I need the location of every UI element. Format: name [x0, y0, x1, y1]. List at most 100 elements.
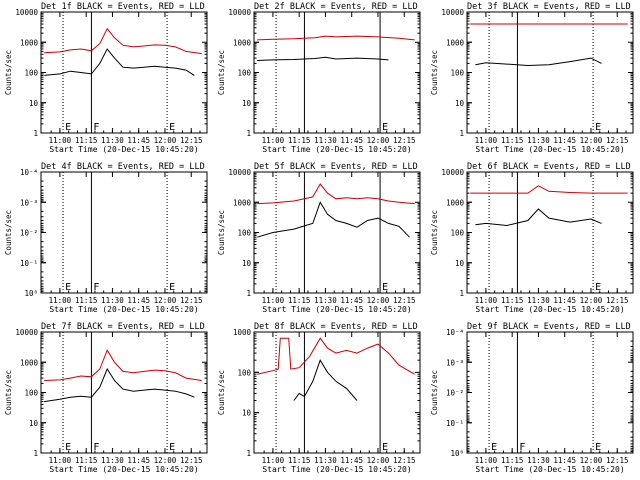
- plot-title: Det 6f BLACK = Events, RED = LLD: [467, 162, 631, 172]
- y-tick-label: 1: [459, 289, 464, 298]
- x-tick-label: 12:15: [393, 136, 416, 145]
- plot-det3: Det 3f BLACK = Events, RED = LLD 1 10 100 10…: [430, 2, 634, 154]
- plot-title: Det 7f BLACK = Events, RED = LLD: [41, 322, 205, 332]
- x-axis-label: Start Time (20-Dec-15 10:45:20): [475, 145, 624, 154]
- y-tick-label: 100: [237, 229, 251, 238]
- y-tick-label: 100: [24, 389, 38, 398]
- y-tick-label: 10: [242, 259, 252, 268]
- y-tick-label: 1000: [20, 358, 39, 367]
- x-tick-label: 11:15: [75, 456, 98, 465]
- y-tick-label: 10000: [15, 8, 38, 17]
- y-tick-label: 10: [455, 99, 465, 108]
- y-tick-label: 10⁻¹: [446, 419, 464, 428]
- y-tick-label: 10⁰: [24, 289, 38, 298]
- time-marker-label: E: [169, 282, 175, 293]
- y-axis-label: Counts/sec: [217, 210, 226, 255]
- x-tick-label: 12:00: [154, 296, 177, 305]
- series-lld: [257, 183, 415, 205]
- x-tick-label: 11:00: [262, 456, 285, 465]
- plot-frame: [253, 171, 421, 294]
- y-axis-label: Counts/sec: [430, 210, 439, 255]
- x-tick-label: 11:30: [101, 456, 124, 465]
- plot-det7: Det 7f BLACK = Events, RED = LLD 1 10 100 10…: [4, 322, 208, 474]
- y-tick-label: 100: [24, 69, 38, 78]
- y-axis-label: Counts/sec: [430, 370, 439, 415]
- time-marker-label: E: [65, 122, 71, 133]
- y-tick-label: 1: [246, 129, 251, 138]
- y-tick-label: 10⁻¹: [20, 259, 38, 268]
- time-marker-label: E: [169, 122, 175, 133]
- series-events: [257, 201, 410, 238]
- x-tick-label: 12:00: [367, 456, 390, 465]
- x-tick-label: 11:15: [288, 456, 311, 465]
- y-tick-label: 10000: [441, 168, 464, 177]
- plot-frame: [466, 11, 634, 134]
- x-tick-label: 11:00: [262, 136, 285, 145]
- x-tick-label: 11:15: [501, 136, 524, 145]
- y-tick-label: 100: [237, 368, 251, 377]
- y-tick-label: 10000: [441, 8, 464, 17]
- x-axis-label: Start Time (20-Dec-15 10:45:20): [49, 305, 198, 314]
- y-axis-label: Counts/sec: [430, 50, 439, 95]
- x-tick-label: 11:45: [553, 136, 576, 145]
- x-tick-label: 11:15: [288, 136, 311, 145]
- y-tick-label: 10⁻²: [446, 389, 464, 398]
- plot-det4: Det 4f BLACK = Events, RED = LLD 10⁰ 10⁻¹ 1…: [4, 162, 208, 314]
- time-marker-label: F: [93, 282, 99, 293]
- x-axis-label: Start Time (20-Dec-15 10:45:20): [475, 465, 624, 474]
- x-tick-label: 12:00: [580, 456, 603, 465]
- x-tick-label: 11:00: [475, 456, 498, 465]
- time-marker-label: E: [595, 282, 601, 293]
- x-tick-label: 12:15: [606, 296, 629, 305]
- series-events: [44, 367, 195, 403]
- x-tick-label: 12:00: [367, 296, 390, 305]
- series-events: [44, 48, 195, 76]
- y-tick-label: 10: [242, 99, 252, 108]
- y-tick-label: 100: [450, 229, 464, 238]
- x-tick-label: 12:00: [154, 456, 177, 465]
- plot-frame: [466, 331, 634, 454]
- y-tick-label: 10: [242, 409, 252, 418]
- y-tick-label: 10000: [15, 328, 38, 337]
- x-tick-label: 11:45: [127, 136, 150, 145]
- x-tick-label: 11:00: [262, 296, 285, 305]
- y-tick-label: 1000: [446, 198, 465, 207]
- x-axis-label: Start Time (20-Dec-15 10:45:20): [475, 305, 624, 314]
- y-tick-label: 10⁰: [450, 449, 464, 458]
- x-tick-label: 11:45: [340, 296, 363, 305]
- y-tick-label: 10⁻⁴: [446, 328, 464, 337]
- y-axis-label: Counts/sec: [217, 370, 226, 415]
- plot-title: Det 3f BLACK = Events, RED = LLD: [467, 2, 631, 12]
- x-tick-label: 12:15: [180, 136, 203, 145]
- x-tick-label: 11:45: [553, 456, 576, 465]
- series-events: [475, 57, 602, 67]
- plot-title: Det 1f BLACK = Events, RED = LLD: [41, 2, 205, 12]
- plot-frame: [40, 171, 208, 294]
- y-tick-label: 10000: [228, 168, 251, 177]
- x-tick-label: 12:00: [367, 136, 390, 145]
- x-tick-label: 12:15: [180, 296, 203, 305]
- x-tick-label: 12:15: [393, 456, 416, 465]
- x-tick-label: 11:45: [127, 296, 150, 305]
- time-marker-label: E: [169, 442, 175, 453]
- y-tick-label: 10⁻²: [20, 229, 38, 238]
- x-axis-label: Start Time (20-Dec-15 10:45:20): [49, 465, 198, 474]
- time-marker-label: E: [65, 442, 71, 453]
- series-events: [257, 56, 389, 61]
- y-tick-label: 10⁻³: [446, 358, 464, 367]
- x-tick-label: 11:45: [340, 456, 363, 465]
- y-tick-label: 1: [33, 129, 38, 138]
- y-tick-label: 1000: [233, 198, 252, 207]
- x-tick-label: 11:30: [101, 136, 124, 145]
- x-axis-label: Start Time (20-Dec-15 10:45:20): [49, 145, 198, 154]
- time-marker-label: E: [382, 282, 388, 293]
- x-tick-label: 12:15: [180, 456, 203, 465]
- y-tick-label: 10: [29, 99, 39, 108]
- x-tick-label: 12:15: [606, 136, 629, 145]
- y-tick-label: 10: [455, 259, 465, 268]
- plot-title: Det 2f BLACK = Events, RED = LLD: [254, 2, 418, 12]
- x-tick-label: 11:30: [314, 136, 337, 145]
- x-tick-label: 12:00: [580, 136, 603, 145]
- x-axis-label: Start Time (20-Dec-15 10:45:20): [262, 465, 411, 474]
